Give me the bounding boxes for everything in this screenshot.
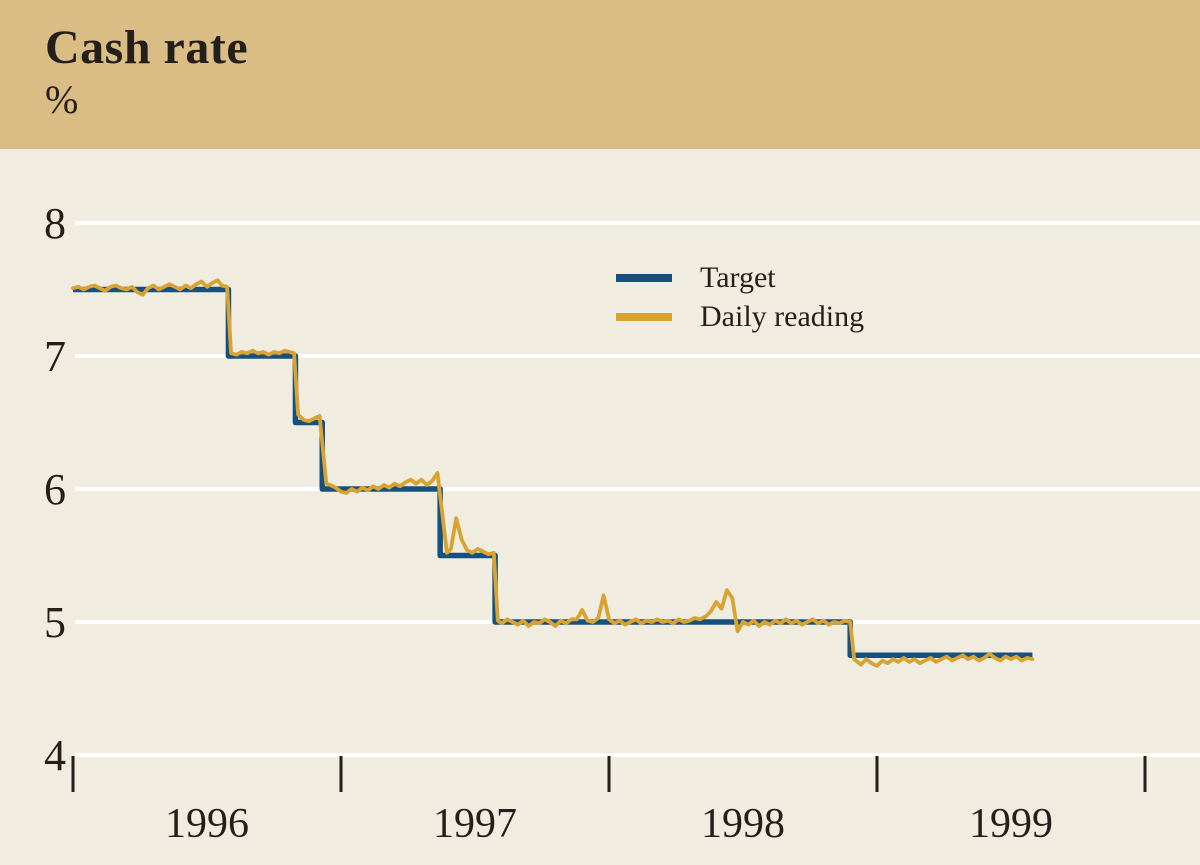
- legend-label-target: Target: [700, 261, 776, 294]
- y-axis-unit-label: %: [45, 77, 79, 122]
- chart-legend: Target Daily reading: [616, 258, 864, 336]
- target-line: [73, 286, 1033, 658]
- y-axis-tick-label-6: 6: [44, 465, 66, 514]
- y-axis-tick-label-8: 8: [44, 199, 66, 248]
- chart-header: Cash rate %: [0, 0, 1200, 149]
- target-line-swatch-icon: [616, 273, 672, 282]
- x-axis-year-label-1998: 1998: [701, 801, 785, 847]
- daily-reading-line-swatch-icon: [616, 312, 672, 321]
- x-axis-year-label-1999: 1999: [969, 801, 1053, 847]
- chart-title: Cash rate: [45, 21, 249, 74]
- legend-label-daily-reading: Daily reading: [700, 300, 865, 333]
- legend-item-target: Target: [616, 258, 864, 297]
- x-axis-year-label-1996: 1996: [165, 801, 249, 847]
- legend-item-daily-reading: Daily reading: [616, 297, 864, 336]
- y-axis-tick-label-4: 4: [44, 731, 66, 780]
- y-axis-tick-label-7: 7: [44, 332, 66, 381]
- y-axis-tick-label-5: 5: [44, 598, 66, 647]
- daily-reading-line: [71, 278, 1035, 668]
- x-axis-year-label-1997: 1997: [433, 801, 517, 847]
